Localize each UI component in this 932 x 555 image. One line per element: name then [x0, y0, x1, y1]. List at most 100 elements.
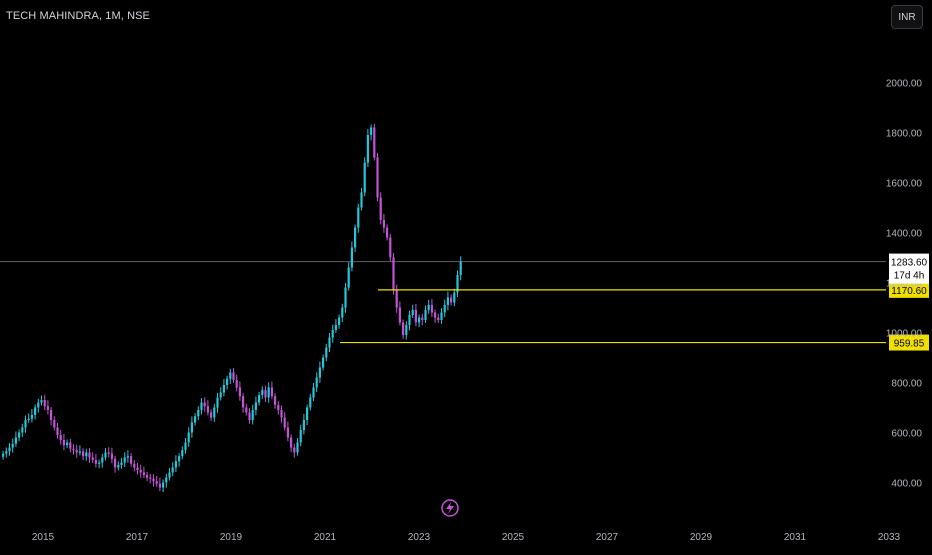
- candle: [155, 476, 158, 487]
- candle: [5, 447, 8, 458]
- candle-body: [453, 292, 456, 303]
- candle: [357, 203, 360, 233]
- candle-body: [306, 407, 309, 420]
- candle-body: [226, 378, 229, 385]
- candle-body: [98, 462, 101, 464]
- candle: [274, 393, 277, 409]
- last-price-label: 1283.60 17d 4h: [889, 253, 929, 284]
- candle-body: [187, 432, 190, 443]
- candle: [283, 412, 286, 431]
- candle: [168, 468, 171, 481]
- candle: [2, 450, 5, 460]
- x-tick-label: 2031: [784, 532, 807, 543]
- candle: [165, 473, 168, 488]
- candle: [443, 299, 446, 317]
- candle-body: [155, 481, 158, 484]
- candle: [107, 447, 110, 458]
- candle-body: [2, 453, 5, 457]
- candle: [117, 461, 120, 471]
- candle: [267, 382, 270, 403]
- candle: [126, 450, 129, 463]
- candle: [136, 463, 139, 475]
- candle-body: [18, 432, 21, 438]
- x-tick-label: 2027: [596, 532, 619, 543]
- candle: [171, 462, 174, 477]
- bolt-icon-ring: [441, 499, 459, 517]
- x-tick-label: 2019: [220, 532, 243, 543]
- candle-body: [66, 442, 69, 445]
- candle: [402, 319, 405, 339]
- candle: [101, 453, 104, 468]
- candle: [178, 453, 181, 467]
- candle-body: [194, 416, 197, 423]
- candle-body: [46, 406, 49, 410]
- candle-body: [152, 478, 155, 482]
- candle-body: [421, 317, 424, 320]
- candle: [152, 474, 155, 487]
- candle-body: [424, 310, 427, 320]
- candle-body: [139, 470, 142, 473]
- candle-body: [37, 402, 40, 408]
- candle: [181, 446, 184, 460]
- candle-body: [210, 412, 213, 418]
- price-axis[interactable]: 400.00 600.00 800.00 1000.00 1200.00 1400.00 1…: [886, 79, 929, 490]
- candle: [82, 448, 85, 460]
- candle-body: [398, 307, 401, 323]
- candle-body: [216, 397, 219, 408]
- horizontal-levels[interactable]: 1170.60 959.85: [340, 281, 929, 351]
- candle-body: [219, 392, 222, 398]
- candle: [187, 427, 190, 447]
- candle: [104, 448, 107, 461]
- candle-body: [184, 442, 187, 450]
- lightning-bolt-icon[interactable]: [441, 499, 459, 517]
- x-tick-label: 2021: [314, 532, 337, 543]
- currency-button[interactable]: INR: [891, 5, 923, 29]
- candle: [427, 299, 430, 314]
- symbol-title[interactable]: TECH MAHINDRA, 1M, NSE: [6, 10, 150, 22]
- candle-body: [181, 450, 184, 457]
- candle: [411, 304, 414, 318]
- candle-body: [117, 465, 120, 468]
- candle-body: [350, 247, 353, 268]
- time-axis[interactable]: 2015 2017 2019 2021 2023 2025 2027 2029 2031 2033: [32, 532, 901, 543]
- candle: [430, 299, 433, 317]
- candle-body: [27, 418, 30, 420]
- candle-body: [190, 422, 193, 433]
- candle-body: [158, 483, 161, 488]
- candle: [72, 444, 75, 455]
- candle: [146, 472, 149, 482]
- candle-body: [315, 377, 318, 388]
- candle-body: [322, 357, 325, 368]
- candle: [133, 460, 136, 472]
- candle: [286, 421, 289, 442]
- candle-body: [53, 420, 56, 428]
- level-label-box: [889, 334, 929, 351]
- candle: [373, 123, 376, 161]
- candle: [318, 361, 321, 383]
- candle-body: [277, 405, 280, 410]
- candle: [245, 403, 248, 416]
- x-tick-label: 2017: [126, 532, 149, 543]
- candle: [251, 404, 254, 425]
- candle-body: [363, 162, 366, 193]
- candle-body: [334, 325, 337, 330]
- candle: [325, 343, 328, 362]
- last-price-value: 1283.60: [891, 258, 928, 269]
- candle: [27, 413, 30, 423]
- candle: [424, 305, 427, 323]
- candle-body: [162, 482, 165, 488]
- candle: [222, 379, 225, 397]
- y-tick-label: 800.00: [891, 379, 922, 390]
- candle-body: [130, 456, 133, 464]
- candle-body: [126, 456, 129, 458]
- candle-body: [251, 410, 254, 420]
- candle-body: [242, 396, 245, 408]
- candle: [110, 447, 113, 464]
- candle: [264, 385, 267, 402]
- candle-body: [14, 437, 17, 444]
- candle: [347, 262, 350, 291]
- candle: [203, 397, 206, 412]
- candle: [418, 314, 421, 327]
